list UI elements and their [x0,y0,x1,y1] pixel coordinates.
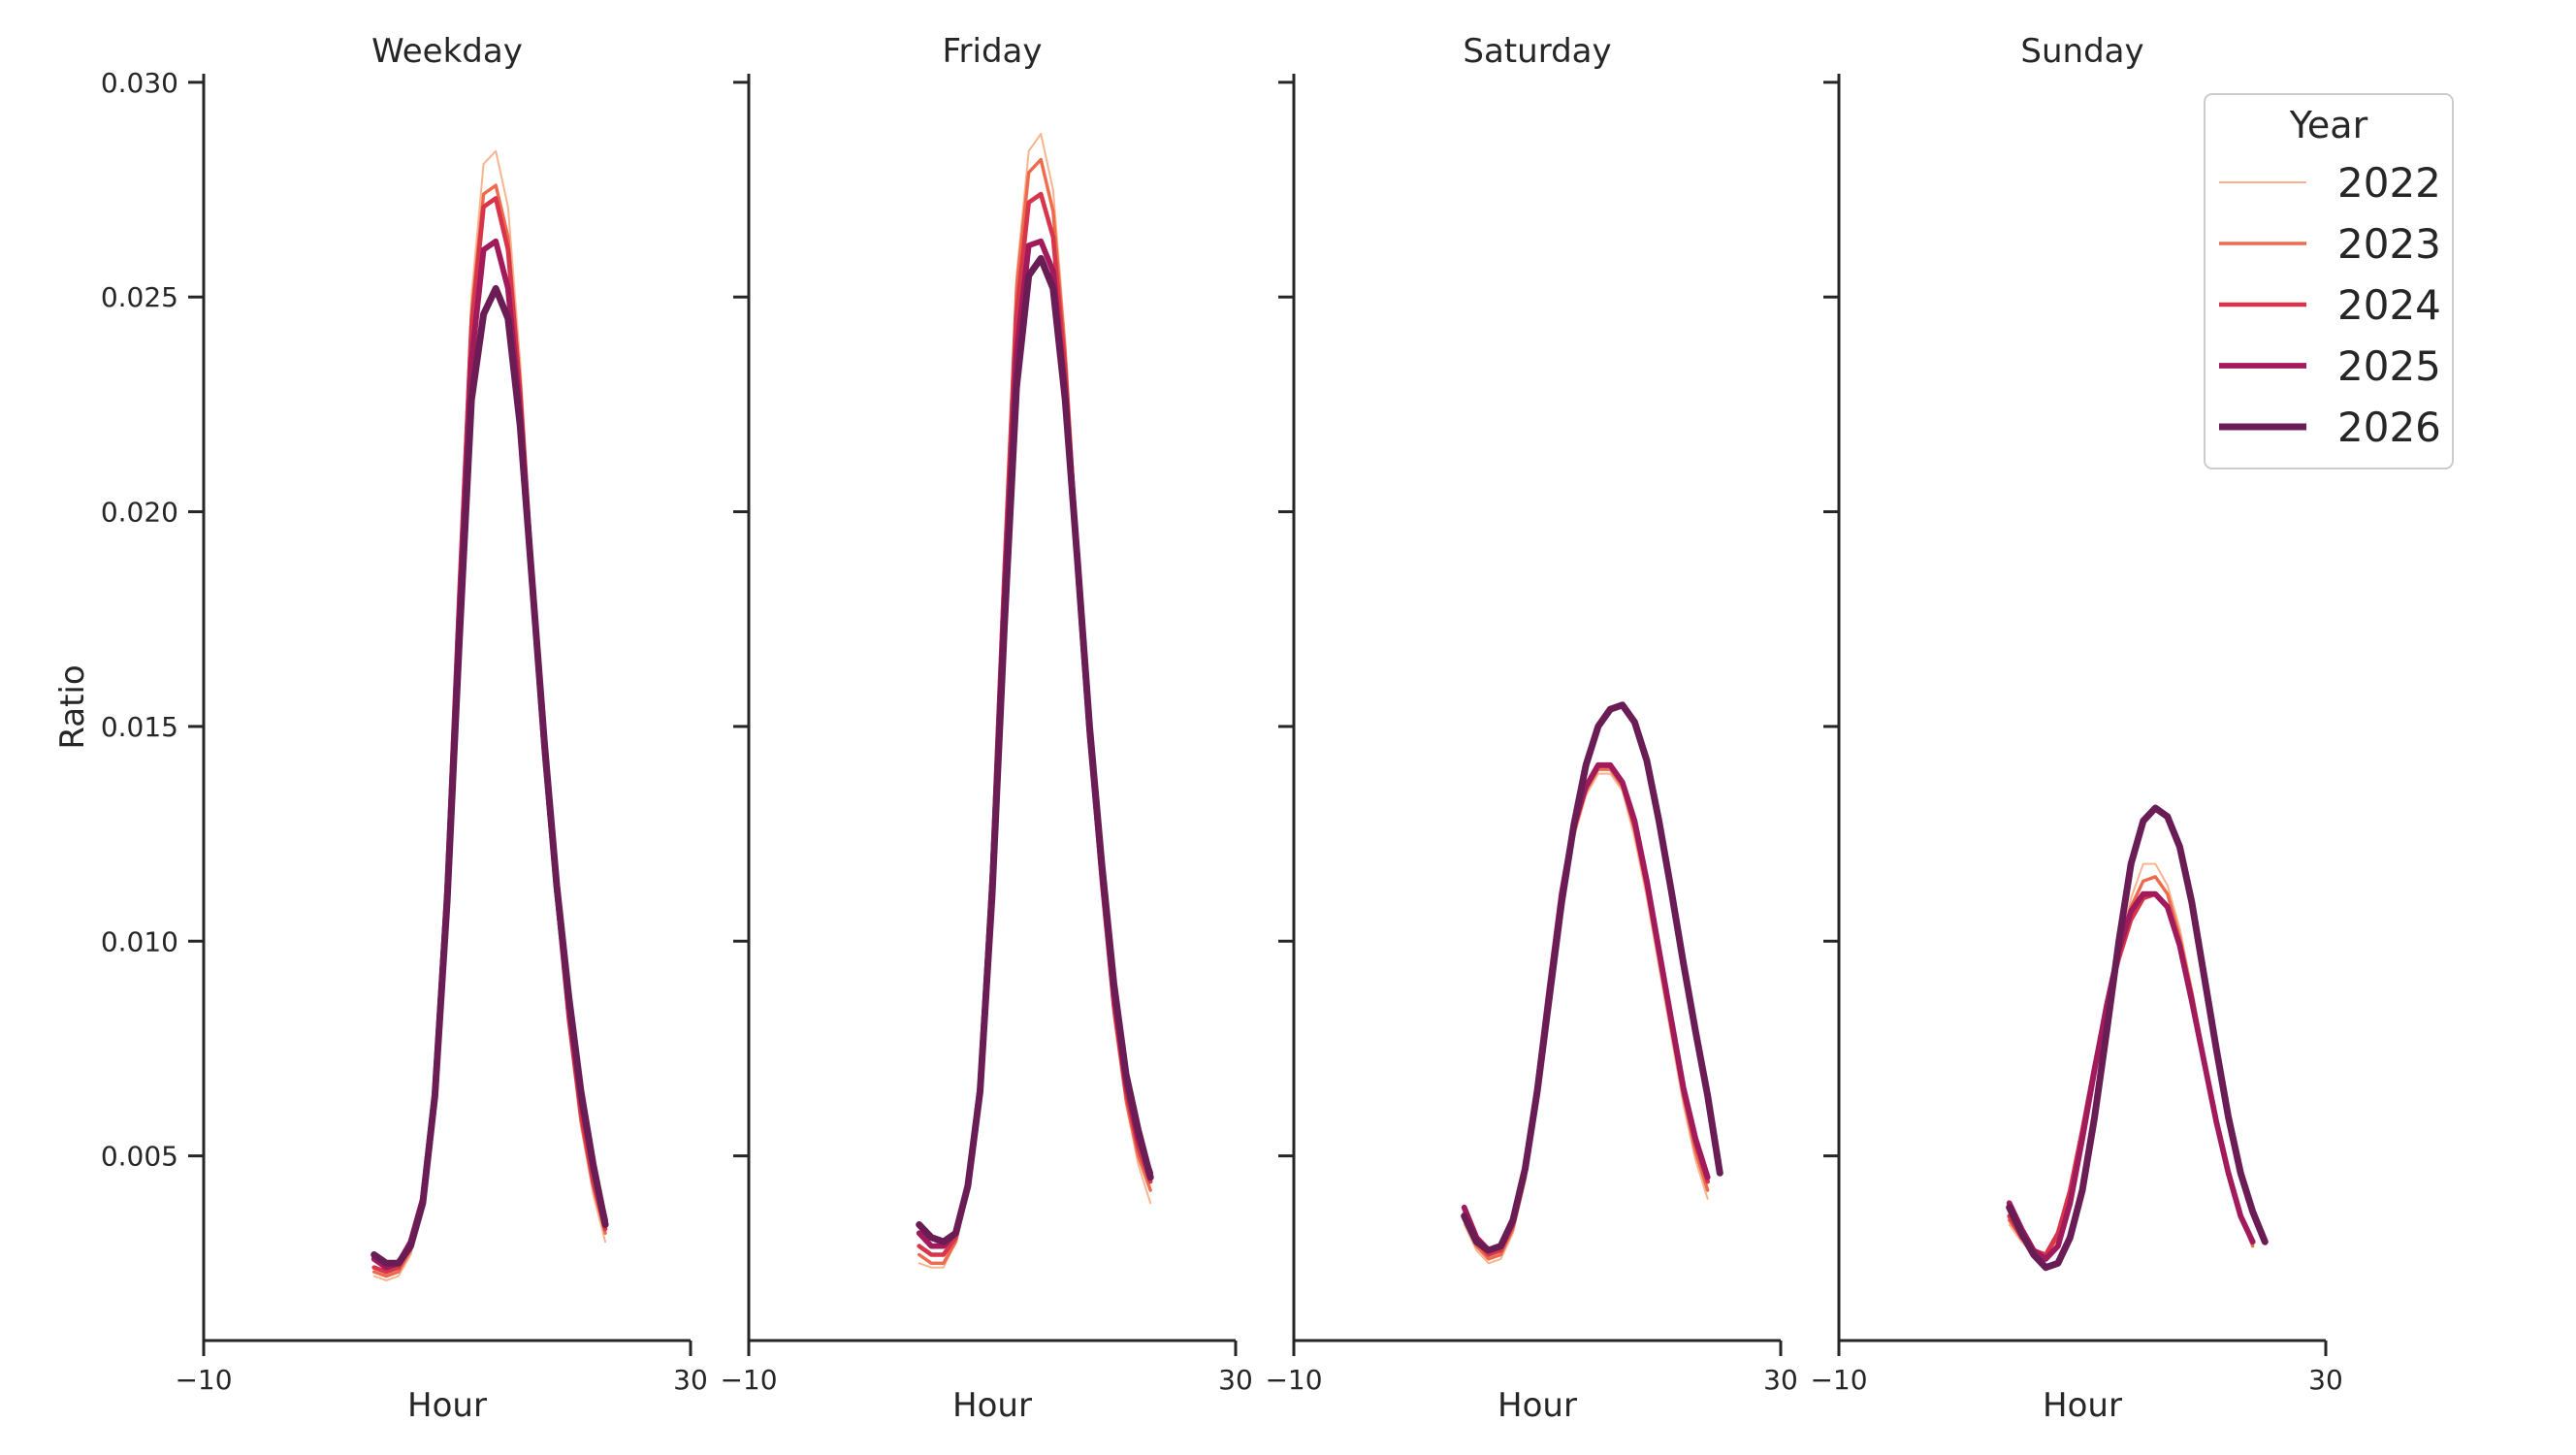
x-axis-label: Hour [2043,1386,2122,1425]
x-axis-label: Hour [1497,1386,1577,1425]
x-tick-label: −10 [175,1364,232,1396]
series-line-2024 [2007,891,2255,1257]
panel-sunday: Sunday −10 30 Hour [1810,32,2342,1425]
series-line-2025 [1461,761,1711,1253]
series-line-2025 [2006,890,2256,1262]
series-line-2024 [917,191,1153,1257]
legend-item-2026: 2026 [2337,404,2441,451]
legend-title: Year [2289,104,2368,146]
y-tick-label: 0.030 [101,67,178,99]
series-line-2024 [371,196,608,1275]
legend: Year 2022 2023 2024 2025 2026 [2204,93,2454,469]
y-tick-label: 0.010 [101,925,178,957]
panel-title: Saturday [1463,32,1611,71]
x-axis-label: Hour [952,1386,1032,1425]
y-axis-label: Ratio [53,664,92,749]
x-tick-label: −10 [1265,1364,1322,1396]
series-line-2026 [370,284,609,1267]
legend-item-2023: 2023 [2337,220,2441,268]
x-tick-label: −10 [720,1364,777,1396]
series-line-2026 [2006,804,2269,1272]
panel-weekday: Weekday 0.005 0.010 0.015 0.020 0.025 0.030 −10… [101,32,708,1425]
panel-friday: Friday −10 30 Hour [720,32,1252,1425]
series-line-2026 [1461,701,1723,1254]
x-tick-label: 30 [1763,1364,1798,1396]
y-tick-label: 0.005 [101,1141,178,1173]
series-line-2023 [372,183,607,1278]
panel-title: Friday [942,32,1042,71]
x-axis-label: Hour [407,1386,487,1425]
panel-title: Sunday [2020,32,2143,71]
x-tick-label: 30 [2308,1364,2343,1396]
x-tick-label: −10 [1810,1364,1867,1396]
series-line-2025 [916,238,1154,1249]
y-tick-label: 0.025 [101,281,178,313]
legend-item-2022: 2022 [2337,159,2441,207]
legend-item-2025: 2025 [2337,342,2441,390]
y-tick-label: 0.020 [101,497,178,529]
legend-item-2024: 2024 [2337,281,2441,329]
x-tick-label: 30 [673,1364,708,1396]
y-tick-label: 0.015 [101,711,178,743]
series-line-2022 [918,133,1152,1269]
panel-saturday: Saturday −10 30 Hour [1265,32,1797,1425]
x-tick-label: 30 [1218,1364,1253,1396]
series-line-2022 [372,149,607,1281]
legend-box [2204,93,2454,469]
series-line-2023 [918,157,1152,1266]
panel-title: Weekday [371,32,523,71]
series-line-2025 [370,238,608,1271]
series-line-2026 [916,254,1154,1245]
